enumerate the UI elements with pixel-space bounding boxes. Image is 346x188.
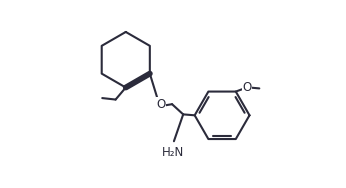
Text: O: O (243, 81, 252, 94)
Text: O: O (156, 98, 166, 111)
Text: H₂N: H₂N (162, 146, 184, 159)
